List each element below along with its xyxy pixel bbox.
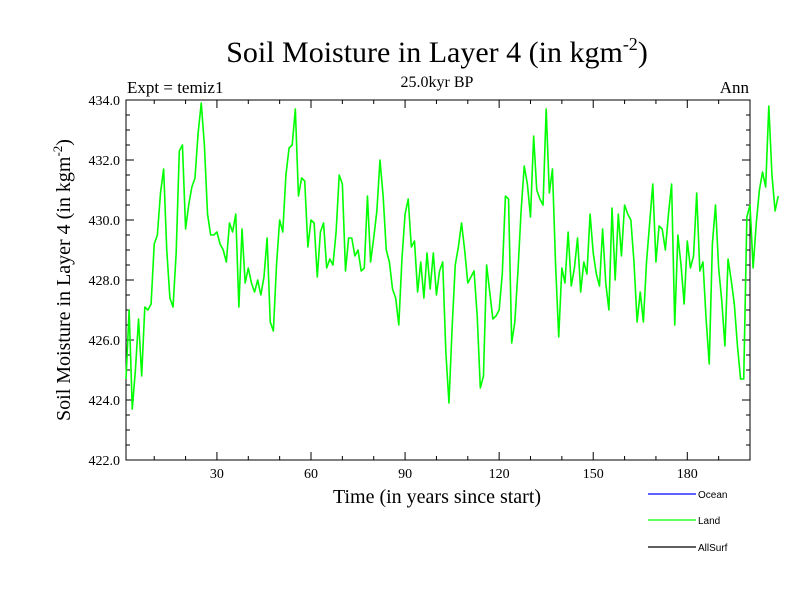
y-tick-label: 422.0 [89,454,121,469]
legend-label-ocean: Ocean [698,490,727,501]
legend: Ocean Land AllSurf [648,490,728,554]
x-tick-label: 120 [489,467,510,482]
series-line-land [125,102,780,410]
x-tick-label: 150 [583,467,604,482]
y-tick-label: 430.0 [89,214,121,229]
y-axis-ticks: 422.0 424.0 426.0 428.0 430.0 432.0 434.0 [89,94,750,469]
x-axis-ticks: 30 60 90 120 150 180 [153,100,720,482]
x-tick-label: 30 [210,467,224,482]
y-tick-label: 434.0 [89,94,121,109]
legend-label-land: Land [698,516,720,527]
x-tick-label: 90 [398,467,412,482]
y-axis-label: Soil Moisture in Layer 4 (in kgm-2) [50,139,75,421]
season-label: Ann [720,78,750,97]
chart-title: Soil Moisture in Layer 4 (in kgm-2) [226,34,648,69]
y-tick-label: 426.0 [89,334,121,349]
legend-label-allsurf: AllSurf [698,543,728,554]
period-label: 25.0kyr BP [401,74,474,91]
y-tick-label: 428.0 [89,274,121,289]
x-axis-label: Time (in years since start) [333,486,541,508]
y-tick-label: 432.0 [89,154,121,169]
y-tick-label: 424.0 [89,394,121,409]
x-tick-label: 180 [677,467,698,482]
x-tick-label: 60 [304,467,318,482]
experiment-label: Expt = temiz1 [127,78,223,97]
